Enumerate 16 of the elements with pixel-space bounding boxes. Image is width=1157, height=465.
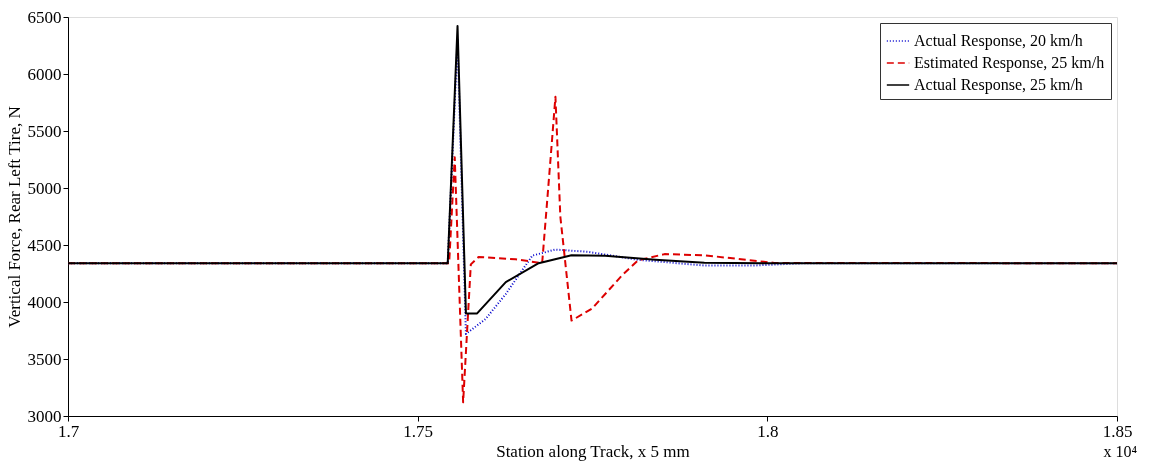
y-tick-label: 5000: [27, 178, 62, 198]
y-tick-label: 4000: [27, 292, 62, 312]
y-tick-label: 3500: [27, 349, 62, 369]
x-tick-label: 1.8: [757, 421, 779, 441]
legend-label: Estimated Response, 25 km/h: [914, 54, 1105, 72]
y-axis-title: Vertical Force, Rear Left Tire, N: [4, 106, 24, 328]
legend-label: Actual Response, 25 km/h: [914, 76, 1083, 94]
x-tick-label: 1.85: [1102, 421, 1133, 441]
y-tick-label: 6000: [27, 64, 62, 84]
legend-label: Actual Response, 20 km/h: [914, 32, 1083, 50]
y-tick-label: 4500: [27, 235, 62, 255]
text: x 10⁴: [1103, 443, 1138, 460]
x-axis-title: Station along Track, x 5 mm: [496, 441, 690, 461]
y-tick-label: 6500: [27, 7, 62, 27]
x-tick-label: 1.75: [403, 421, 434, 441]
y-tick-label: 5500: [27, 121, 62, 141]
